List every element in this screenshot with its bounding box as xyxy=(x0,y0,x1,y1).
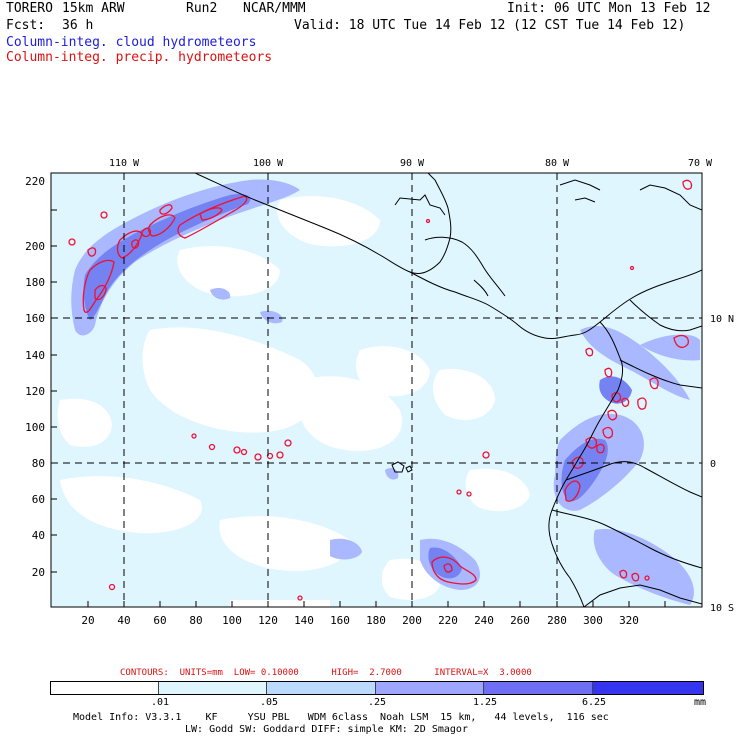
lat-label-10n: 10 N xyxy=(710,314,734,325)
colorbar-bin xyxy=(484,682,593,694)
colorbar-label: .05 xyxy=(260,697,279,708)
y-tick-label: 120 xyxy=(25,385,45,398)
model-resolution: 15km ARW xyxy=(62,1,125,16)
axis-ticks xyxy=(51,172,666,607)
x-tick-label: 300 xyxy=(583,614,603,627)
x-tick-label: 20 xyxy=(81,614,94,627)
x-tick-label: 280 xyxy=(547,614,567,627)
colorbar-unit: mm xyxy=(694,697,707,708)
valid-time: Valid: 18 UTC Tue 14 Feb 12 (12 CST Tue … xyxy=(294,18,686,33)
lon-label-80w: 80 W xyxy=(545,158,570,169)
y-tick-label: 20 xyxy=(32,566,45,579)
precip-contours xyxy=(68,179,693,601)
y-tick-label: 40 xyxy=(32,529,45,542)
x-tick-label: 100 xyxy=(222,614,242,627)
x-tick-label: 60 xyxy=(153,614,166,627)
lat-label-10s: 10 S xyxy=(710,603,734,614)
x-tick-label: 160 xyxy=(330,614,350,627)
y-tick-label: 60 xyxy=(32,493,45,506)
x-tick-label: 180 xyxy=(366,614,386,627)
model-info: Model Info: V3.3.1 KF YSU PBL WDM 6class… xyxy=(73,712,609,723)
y-tick-label: 80 xyxy=(32,457,45,470)
colorbar-label: .25 xyxy=(368,697,387,708)
x-tick-label: 260 xyxy=(510,614,530,627)
x-tick-label: 320 xyxy=(619,614,639,627)
init-time: Init: 06 UTC Mon 13 Feb 12 xyxy=(507,1,711,16)
y-tick-label: 200 xyxy=(25,240,45,253)
cloud-field-dark xyxy=(83,194,632,579)
lat-lon-grid xyxy=(51,173,702,607)
y-tick-label: 140 xyxy=(25,349,45,362)
x-tick-label: 240 xyxy=(474,614,494,627)
y-tick-label: 100 xyxy=(25,421,45,434)
y-tick-label: 180 xyxy=(25,276,45,289)
physics-info: LW: Godd SW: Goddard DIFF: simple KM: 2D… xyxy=(185,724,468,735)
forecast-label: Fcst: xyxy=(6,18,46,33)
colorbar-label: 6.25 xyxy=(582,697,607,708)
lon-label-90w: 90 W xyxy=(400,158,425,169)
forecast-hour: 36 h xyxy=(62,18,94,33)
x-tick-label: 120 xyxy=(258,614,278,627)
run-label: Run2 xyxy=(186,1,218,16)
colorbar-bin xyxy=(376,682,484,694)
org-label: NCAR/MMM xyxy=(243,1,306,16)
y-tick-label: 160 xyxy=(25,312,45,325)
legend-precip: Column-integ. precip. hydrometeors xyxy=(6,50,273,65)
x-tick-label: 200 xyxy=(402,614,422,627)
x-tick-label: 80 xyxy=(189,614,202,627)
legend-cloud: Column-integ. cloud hydrometeors xyxy=(6,35,257,50)
colorbar-bin xyxy=(593,682,703,694)
coastlines xyxy=(194,173,702,607)
lat-label-0: 0 xyxy=(710,459,716,470)
colorbar-bin xyxy=(159,682,267,694)
y-tick-label: 220 xyxy=(25,175,45,188)
x-tick-label: 140 xyxy=(294,614,314,627)
lon-label-110w: 110 W xyxy=(109,158,140,169)
x-tick-label: 40 xyxy=(117,614,130,627)
model-name: TORERO xyxy=(6,1,53,16)
colorbar-bin xyxy=(267,682,376,694)
lon-label-100w: 100 W xyxy=(253,158,284,169)
colorbar-bin xyxy=(51,682,159,694)
colorbar-label: .01 xyxy=(151,697,170,708)
colorbar xyxy=(50,681,704,695)
colorbar-label: 1.25 xyxy=(473,697,498,708)
contour-info: CONTOURS: UNITS=mm LOW= 0.10000 HIGH= 2.… xyxy=(120,668,532,678)
x-tick-label: 220 xyxy=(438,614,458,627)
lon-label-70w: 70 W xyxy=(688,158,713,169)
